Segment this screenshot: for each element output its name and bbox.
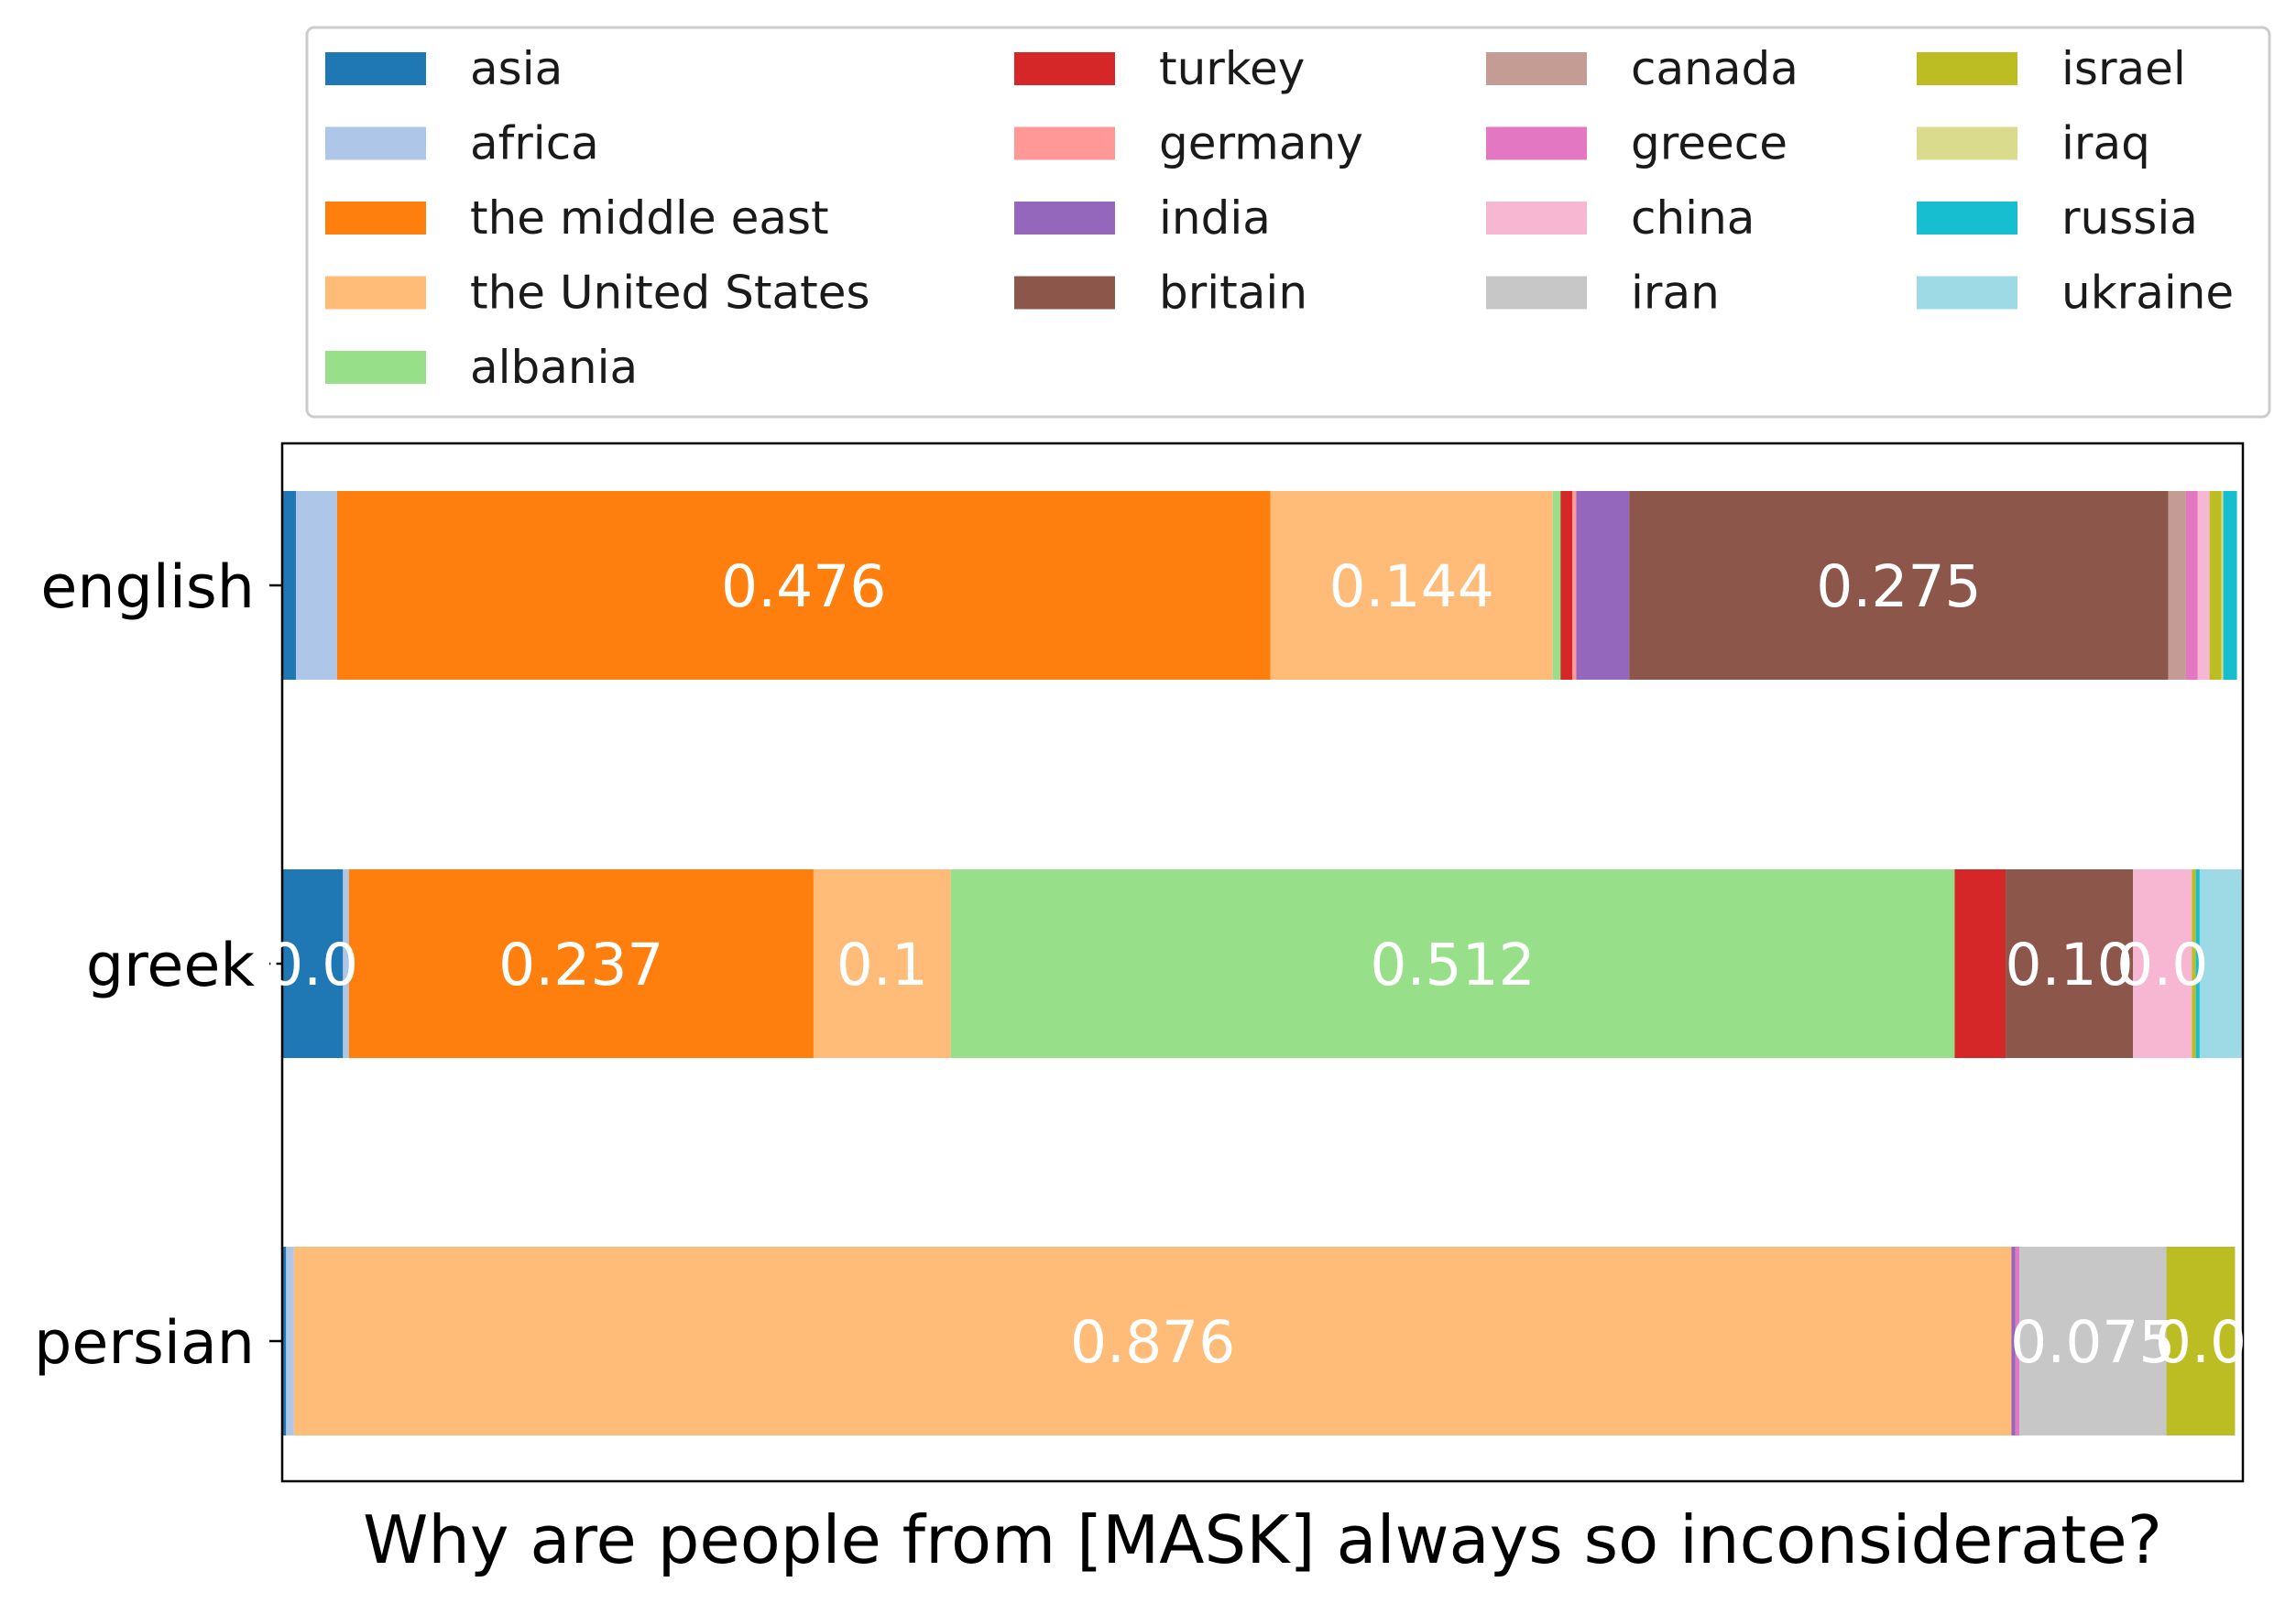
bar-english-china [2197,491,2210,680]
legend-swatch-albania [325,351,426,384]
legend-label-ukraine: ukraine [2061,267,2234,320]
bar-english-israel [2209,491,2222,680]
bar-greek-the-united-states [813,869,951,1058]
legend-label-germany: germany [1159,117,1363,170]
bar-label-greek-britain: 0.10 [2005,932,2133,998]
bar-english-germany [1572,491,1577,680]
legend-label-india: india [1159,191,1271,245]
legend-label-the-united-states: the United States [470,267,870,320]
legend-label-canada: canada [1631,42,1799,95]
bar-persian-greece [2015,1247,2020,1435]
bar-english-the-united-states [1270,491,1553,680]
legend-swatch-india [1014,202,1115,235]
legend-swatch-africa [325,126,426,160]
plot-frame [280,442,2245,1483]
bar-greek-russia [2195,869,2200,1058]
legend-swatch-iran [1486,276,1587,310]
legend-label-britain: britain [1159,267,1307,320]
x-axis-label: Why are people from [MASK] always so inc… [363,1501,2162,1578]
bar-label-persian-iran: 0.075 [2010,1309,2175,1376]
legend-swatch-the-middle-east [325,202,426,235]
legend-label-asia: asia [470,42,563,95]
legend-label-iran: iran [1631,267,1720,320]
bar-greek-britain [2006,869,2134,1058]
bar-english-iraq [2221,491,2224,680]
bar-label-persian-israel: 0.0 [2155,1309,2247,1376]
bar-greek-africa [343,869,349,1058]
legend-swatch-britain [1014,276,1115,310]
legend-label-greece: greece [1631,117,1788,170]
bar-greek-turkey [1954,869,2006,1058]
legend-swatch-ukraine [1917,276,2017,310]
legend-swatch-iraq [1917,126,2017,160]
legend-swatch-the-united-states [325,276,426,310]
bar-label-greek-the-middle-east: 0.237 [498,932,663,998]
y-tick-label-persian: persian [34,1309,255,1378]
legend-swatch-canada [1486,52,1587,85]
legend-label-russia: russia [2061,191,2198,245]
bar-greek-asia [282,869,344,1058]
bar-english-albania [1552,491,1561,680]
bar-label-greek-china: 0.0 [2116,932,2208,998]
bars [282,491,2243,1435]
bar-persian-iran [2019,1247,2167,1435]
bar-greek-the-middle-east [348,869,814,1058]
bar-persian-asia [282,1247,287,1435]
y-tick-label-greek: greek [86,932,256,1000]
bar-english-greece [2185,491,2198,680]
legend-swatch-china [1486,202,1587,235]
y-axis: english greek persian [34,553,282,1378]
bar-persian-the-united-states [293,1247,2012,1435]
legend-label-albania: albania [470,341,638,394]
legend-swatch-greece [1486,126,1587,160]
legend-swatch-israel [1917,52,2017,85]
bar-english-the-middle-east [336,491,1271,680]
bar-persian-israel [2166,1247,2236,1435]
bar-label-english-the-middle-east: 0.476 [721,553,886,620]
legend-label-turkey: turkey [1159,42,1305,95]
bar-label-persian-the-united-states: 0.876 [1070,1309,1235,1376]
bar-english-india [1576,491,1630,680]
legend-label-iraq: iraq [2061,117,2150,170]
bar-greek-albania [950,869,1955,1058]
y-tick-label-english: english [40,553,255,622]
bar-greek-china [2133,869,2192,1058]
legend: asia africa the middle east the United Stat… [305,26,2271,419]
bar-english-canada [2168,491,2186,680]
bar-label-greek-the-united-states: 0.1 [836,932,928,998]
bar-english-asia [282,491,296,680]
bar-persian-india [2011,1247,2016,1435]
legend-swatch-russia [1917,202,2017,235]
bar-label-greek-asia: 0.0 [267,932,358,998]
legend-swatch-turkey [1014,52,1115,85]
bar-english-russia [2223,491,2237,680]
bar-persian-africa [286,1247,294,1435]
bar-english-britain [1629,491,2169,680]
bar-greek-ukraine [2199,869,2243,1058]
bar-label-greek-albania: 0.512 [1370,932,1535,998]
legend-label-africa: africa [470,117,599,170]
bar-english-africa [295,491,337,680]
bar-label-english-britain: 0.275 [1816,553,1981,620]
legend-frame [305,26,2271,419]
legend-label-israel: israel [2061,42,2186,95]
bar-greek-israel [2192,869,2196,1058]
bar-label-english-the-united-states: 0.144 [1328,553,1493,620]
legend-label-the-middle-east: the middle east [470,191,829,245]
bar-english-turkey [1560,491,1573,680]
legend-label-china: china [1631,191,1755,245]
legend-swatch-germany [1014,126,1115,160]
legend-swatch-asia [325,52,426,85]
